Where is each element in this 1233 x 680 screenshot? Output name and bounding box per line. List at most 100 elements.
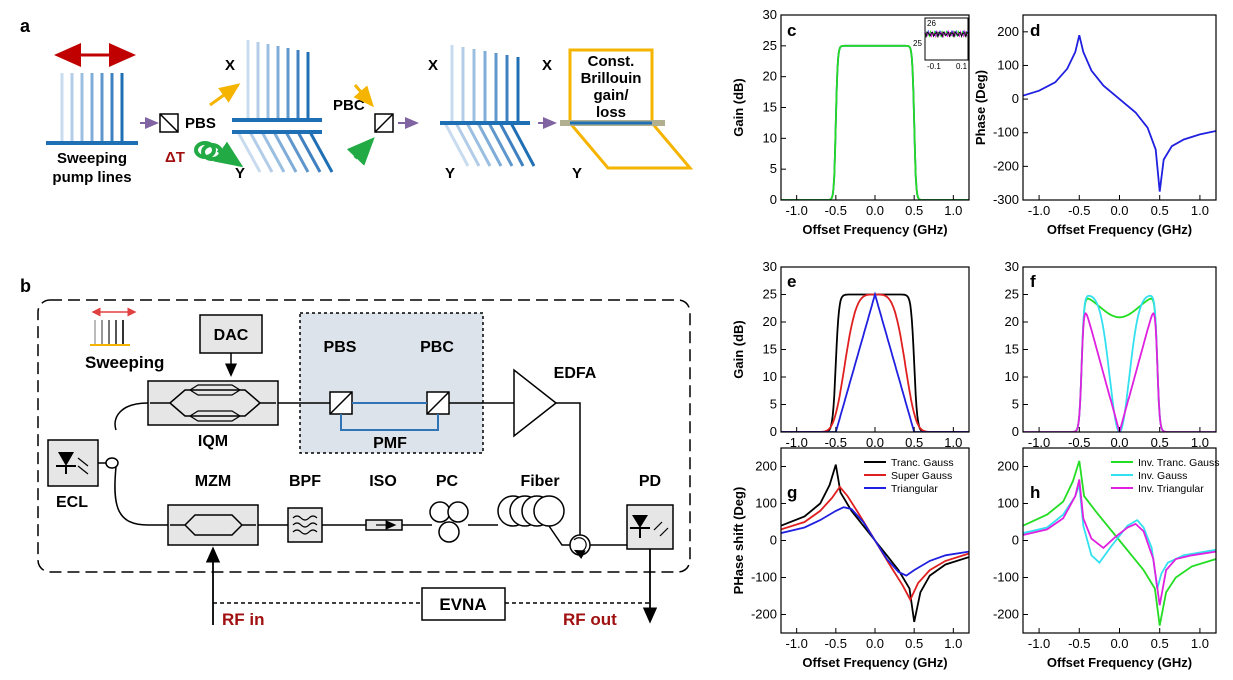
x-tick-label: -0.5	[1068, 435, 1090, 450]
series-line-2	[781, 506, 969, 577]
y-tick-label: 5	[770, 161, 777, 176]
dac-label: DAC	[214, 327, 249, 344]
ecl-label: ECL	[56, 494, 88, 511]
inset-plot: 26 25 -0.1 0.1	[913, 17, 969, 71]
edfa-amplifier	[513, 368, 558, 438]
y-tick-label: -100	[751, 570, 777, 585]
const-label-1: Const.	[588, 53, 635, 70]
y-comb-line	[487, 122, 514, 167]
panel-b: b Sweeping DAC IQM PBS PBC	[20, 276, 691, 629]
edfa-label: EDFA	[554, 365, 597, 382]
inset-y-tick-label: 26	[927, 19, 936, 28]
x-tick-label: 1.0	[944, 203, 962, 218]
legend-label: Inv. Triangular	[1138, 483, 1204, 495]
y-tick-label: 30	[763, 259, 777, 274]
bpf-filter	[287, 507, 323, 543]
x-tick-label: -1.0	[785, 203, 807, 218]
series-line-1	[1023, 484, 1216, 589]
y-axis-label: Gain (dB)	[731, 78, 746, 137]
y-comb-line	[498, 122, 525, 167]
chart-c: -1.0 -0.5 0.0 0.5 1.0 0 5 10 15 20 25 30 Offset Freq…	[731, 7, 970, 237]
pbs-label-b: PBS	[324, 339, 357, 356]
series-line-1	[781, 293, 969, 432]
yellow-arrow-x	[209, 83, 241, 107]
setup-dashed-border	[37, 299, 691, 573]
dac-box	[199, 314, 263, 354]
plot-frame	[1022, 266, 1217, 433]
y-tick-label: 15	[1005, 342, 1019, 357]
pbc-label-a: PBC	[333, 97, 365, 114]
y-label-1: Y	[235, 165, 245, 182]
x-tick-label: -1.0	[1028, 636, 1050, 651]
y-tick-label: 15	[763, 342, 777, 357]
mzm-label: MZM	[195, 473, 231, 490]
pmf-fiber	[340, 402, 439, 431]
y-tick-label: 0	[1012, 533, 1019, 548]
y-tick-label: 20	[1005, 314, 1019, 329]
pc-label: PC	[436, 473, 459, 490]
y-tick-label: 200	[997, 24, 1019, 39]
x-tick-label: 1.0	[1191, 636, 1209, 651]
sweeping-label-2: pump lines	[52, 169, 131, 186]
x-tick-label: 1.0	[1191, 435, 1209, 450]
y-tick-label: 0	[770, 533, 777, 548]
y-tick-label: 200	[755, 459, 777, 474]
series-line-2	[781, 291, 969, 432]
legend-label: Super Gauss	[891, 470, 952, 482]
y-tick-label: 5	[770, 397, 777, 412]
legend-label: Inv. Tranc. Gauss	[1138, 457, 1220, 469]
series-line-0	[781, 44, 969, 200]
x-tick-label: 0.5	[1151, 203, 1169, 218]
legend-label: Triangular	[891, 483, 938, 495]
lower-split-path	[114, 466, 149, 526]
y-comb-line	[284, 131, 310, 173]
chart-e-data	[781, 291, 969, 432]
pmf-label: PMF	[373, 435, 407, 452]
legend-label: Tranc. Gauss	[891, 457, 954, 469]
x-label-1: X	[225, 57, 235, 74]
iqm-label: IQM	[198, 433, 228, 450]
delay-coil-icon	[194, 141, 223, 161]
upper-fiber-path	[114, 402, 581, 545]
y-tick-label: -200	[993, 158, 1019, 173]
panel-a: a Sweeping pump lines PBS ΔT X Y	[20, 16, 694, 186]
series-line-0	[1023, 297, 1216, 432]
y-tick-label: 100	[755, 496, 777, 511]
x-tick-label: 0.0	[1110, 435, 1128, 450]
series-line-1	[1023, 294, 1216, 432]
x-tick-label: 0.5	[1151, 435, 1169, 450]
inset-x-tick-label: -0.1	[927, 62, 941, 71]
yellow-arrow-in	[353, 84, 374, 108]
x-tick-label: 1.0	[944, 435, 962, 450]
y-tick-label: 0	[770, 424, 777, 439]
series-line-1	[781, 44, 969, 200]
pbs-label-a: PBS	[185, 115, 216, 132]
y-comb-line	[296, 131, 322, 173]
plot-frame	[1022, 14, 1217, 201]
pd-label: PD	[639, 473, 661, 490]
x-axis-label: Offset Frequency (GHz)	[1047, 655, 1192, 670]
x-axis-label: Offset Frequency (GHz)	[802, 222, 947, 237]
mzm-modulator	[167, 504, 259, 546]
y-label-2: Y	[445, 165, 455, 182]
legend-label: Inv. Gauss	[1138, 470, 1187, 482]
chart-h-data	[1023, 460, 1216, 626]
ecl-box	[47, 439, 99, 487]
y-tick-label: 5	[1012, 397, 1019, 412]
x-tick-label: 1.0	[944, 636, 962, 651]
y-comb-line	[236, 131, 262, 173]
evna-label: EVNA	[439, 595, 486, 614]
y-tick-label: 100	[997, 496, 1019, 511]
x-tick-label: 1.0	[1191, 203, 1209, 218]
chart-d: -1.0 -0.5 0.0 0.5 1.0 -300 -200 -100 0 100 200 Offs…	[973, 14, 1217, 237]
y-tick-label: 25	[1005, 287, 1019, 302]
y-tick-label: 0	[770, 192, 777, 207]
y-comb-line	[260, 131, 286, 173]
y-comb-line	[308, 131, 334, 173]
pbs-symbol-a	[159, 113, 179, 133]
x-tick-label: 0.0	[866, 203, 884, 218]
polarization-controller	[429, 501, 469, 543]
y-tick-label: 15	[763, 100, 777, 115]
x-tick-label: 0.0	[866, 435, 884, 450]
x-tick-label: -0.5	[1068, 636, 1090, 651]
